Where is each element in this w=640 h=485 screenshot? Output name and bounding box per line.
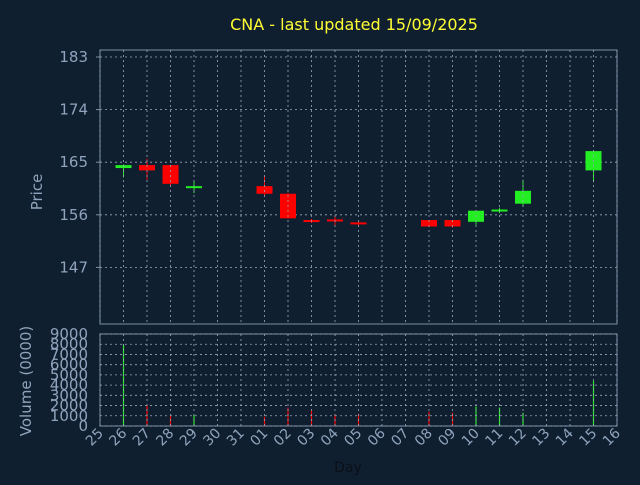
volume-axis-title: Volume (0000) xyxy=(17,326,35,436)
price-tick-label: 165 xyxy=(59,153,88,171)
chart-title: CNA - last updated 15/09/2025 xyxy=(230,15,478,34)
price-tick-label: 147 xyxy=(59,258,88,276)
x-axis-title: Day xyxy=(334,460,362,476)
price-tick-label: 156 xyxy=(59,206,88,224)
candle-body xyxy=(444,220,461,227)
volume-tick-label: 8000 xyxy=(50,335,88,353)
candle-body xyxy=(421,220,437,227)
volume-tick-label: 5000 xyxy=(50,366,88,384)
price-tick-label: 174 xyxy=(59,101,88,119)
x-axis: 25 26 27 28 29 30 31 01 02 03 04 05 06 07 08 09 10 11 12 13… xyxy=(83,50,624,449)
volume-tick-label: 2000 xyxy=(50,397,88,415)
volume-tick-label: 7000 xyxy=(50,345,88,363)
candle-body xyxy=(139,165,155,171)
volume-tick-label: 9000 xyxy=(50,325,88,343)
volume-tick-label: 6000 xyxy=(50,356,88,374)
volume-tick-label: 3000 xyxy=(50,386,88,404)
candle-body xyxy=(162,165,179,184)
price-axis-title: Price xyxy=(28,174,46,211)
candle-body xyxy=(256,186,273,194)
candle-body xyxy=(350,222,367,225)
price-tick-label: 183 xyxy=(59,48,88,66)
volume-tick-label: 4000 xyxy=(50,376,88,394)
candle-body xyxy=(186,186,202,189)
candle-body xyxy=(515,190,531,204)
volume-tick-label: 0 xyxy=(78,417,88,435)
volume-tick-label: 1000 xyxy=(50,407,88,425)
